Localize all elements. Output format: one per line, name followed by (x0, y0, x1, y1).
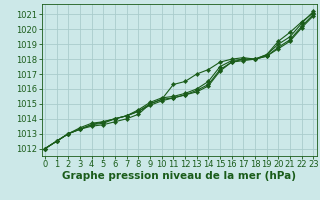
X-axis label: Graphe pression niveau de la mer (hPa): Graphe pression niveau de la mer (hPa) (62, 171, 296, 181)
